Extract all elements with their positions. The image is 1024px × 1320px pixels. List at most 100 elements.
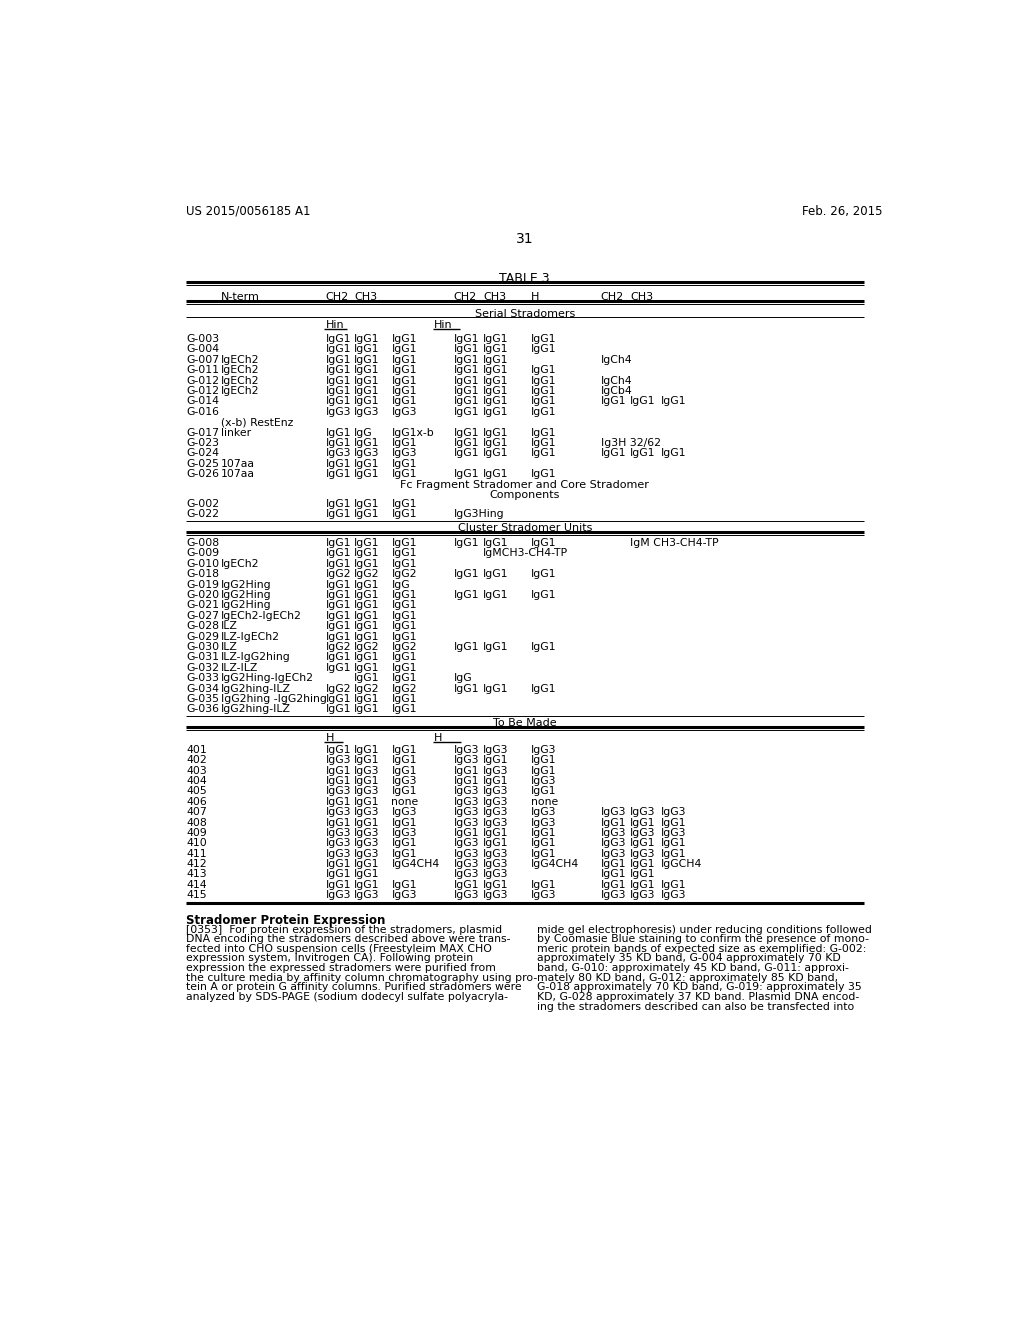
Text: IgG1: IgG1 (326, 776, 351, 785)
Text: IgG1: IgG1 (326, 744, 351, 755)
Text: IgG1: IgG1 (354, 385, 380, 396)
Text: IgG1: IgG1 (391, 787, 417, 796)
Text: IgG3: IgG3 (483, 807, 509, 817)
Text: IgG1: IgG1 (531, 334, 556, 345)
Text: 405: 405 (186, 787, 207, 796)
Text: by Coomasie Blue staining to confirm the presence of mono-: by Coomasie Blue staining to confirm the… (538, 935, 869, 944)
Text: IgG2Hing: IgG2Hing (221, 590, 271, 601)
Text: IgG3: IgG3 (662, 890, 687, 900)
Text: IgG1: IgG1 (391, 838, 417, 849)
Text: linker: linker (221, 428, 251, 437)
Text: none: none (531, 797, 558, 807)
Text: IgG2: IgG2 (354, 642, 380, 652)
Text: IgG1: IgG1 (391, 355, 417, 364)
Text: IgG3: IgG3 (326, 755, 351, 766)
Text: IgECh2: IgECh2 (221, 385, 259, 396)
Text: IgG1: IgG1 (601, 817, 627, 828)
Text: G-003: G-003 (186, 334, 219, 345)
Text: IgG3: IgG3 (483, 797, 509, 807)
Text: IgG1: IgG1 (531, 838, 556, 849)
Text: IgG1: IgG1 (354, 366, 380, 375)
Text: IgG2: IgG2 (326, 642, 351, 652)
Text: G-002: G-002 (186, 499, 219, 508)
Text: IgG1: IgG1 (483, 366, 509, 375)
Text: IgG3: IgG3 (483, 859, 509, 869)
Text: IgG1: IgG1 (326, 705, 351, 714)
Text: IgG1: IgG1 (354, 548, 380, 558)
Text: IgG1: IgG1 (391, 694, 417, 704)
Text: 410: 410 (186, 838, 207, 849)
Text: IgCb4: IgCb4 (601, 385, 633, 396)
Text: 107aa: 107aa (221, 469, 255, 479)
Text: CH3: CH3 (483, 292, 506, 301)
Text: G-027: G-027 (186, 611, 219, 620)
Text: IgG1: IgG1 (326, 355, 351, 364)
Text: IgG1: IgG1 (391, 880, 417, 890)
Text: G-007: G-007 (186, 355, 219, 364)
Text: IgMCH3-CH4-TP: IgMCH3-CH4-TP (483, 548, 568, 558)
Text: IgG3: IgG3 (601, 890, 627, 900)
Text: IgG1: IgG1 (391, 663, 417, 673)
Text: 406: 406 (186, 797, 207, 807)
Text: 401: 401 (186, 744, 207, 755)
Text: IgG1: IgG1 (391, 744, 417, 755)
Text: IgG1: IgG1 (326, 396, 351, 407)
Text: IgG1: IgG1 (391, 631, 417, 642)
Text: IgG1: IgG1 (454, 590, 479, 601)
Text: IgG1: IgG1 (326, 631, 351, 642)
Text: analyzed by SDS-PAGE (sodium dodecyl sulfate polyacryla-: analyzed by SDS-PAGE (sodium dodecyl sul… (186, 991, 508, 1002)
Text: Cluster Stradomer Units: Cluster Stradomer Units (458, 523, 592, 532)
Text: IgG1: IgG1 (354, 510, 380, 519)
Text: Hin: Hin (326, 321, 344, 330)
Text: IgG3: IgG3 (531, 890, 556, 900)
Text: IgG1: IgG1 (531, 766, 556, 776)
Text: IgG2Hing: IgG2Hing (221, 579, 271, 590)
Text: IgG1: IgG1 (630, 870, 655, 879)
Text: ing the stradomers described can also be transfected into: ing the stradomers described can also be… (538, 1002, 854, 1011)
Text: IgG3: IgG3 (454, 744, 479, 755)
Text: US 2015/0056185 A1: US 2015/0056185 A1 (186, 205, 310, 218)
Text: ILZ-IgECh2: ILZ-IgECh2 (221, 631, 280, 642)
Text: IgG3: IgG3 (354, 849, 380, 859)
Text: IgG3: IgG3 (354, 449, 380, 458)
Text: IgG1: IgG1 (454, 766, 479, 776)
Text: IgG1: IgG1 (354, 705, 380, 714)
Text: IgG1: IgG1 (354, 859, 380, 869)
Text: Stradomer Protein Expression: Stradomer Protein Expression (186, 913, 385, 927)
Text: IgECh2: IgECh2 (221, 558, 259, 569)
Text: CH3: CH3 (354, 292, 378, 301)
Text: IgG1: IgG1 (454, 376, 479, 385)
Text: IgG1: IgG1 (391, 334, 417, 345)
Text: G-022: G-022 (186, 510, 219, 519)
Text: IgG1: IgG1 (662, 838, 687, 849)
Text: mide gel electrophoresis) under reducing conditions followed: mide gel electrophoresis) under reducing… (538, 924, 872, 935)
Text: IgG1: IgG1 (326, 663, 351, 673)
Text: (x-b) RestEnz: (x-b) RestEnz (221, 417, 293, 428)
Text: IgG1: IgG1 (454, 828, 479, 838)
Text: G-024: G-024 (186, 449, 219, 458)
Text: IgG1: IgG1 (601, 880, 627, 890)
Text: IgG1: IgG1 (391, 376, 417, 385)
Text: Ig3H 32/62: Ig3H 32/62 (601, 438, 660, 447)
Text: IgG3: IgG3 (531, 817, 556, 828)
Text: IgG1: IgG1 (326, 601, 351, 610)
Text: G-021: G-021 (186, 601, 219, 610)
Text: IgG1: IgG1 (391, 601, 417, 610)
Text: IgG1: IgG1 (483, 345, 509, 354)
Text: IgG1: IgG1 (391, 438, 417, 447)
Text: IgG1: IgG1 (483, 684, 509, 693)
Text: IgG1: IgG1 (391, 558, 417, 569)
Text: IgG1: IgG1 (354, 459, 380, 469)
Text: IgG1: IgG1 (326, 428, 351, 437)
Text: IgCh4: IgCh4 (601, 376, 633, 385)
Text: IgG3: IgG3 (601, 828, 627, 838)
Text: IgG1: IgG1 (531, 376, 556, 385)
Text: IgG1: IgG1 (630, 817, 655, 828)
Text: IgG2: IgG2 (326, 684, 351, 693)
Text: Components: Components (489, 490, 560, 499)
Text: IgG1: IgG1 (326, 817, 351, 828)
Text: IgM CH3-CH4-TP: IgM CH3-CH4-TP (630, 539, 719, 548)
Text: expression the expressed stradomers were purified from: expression the expressed stradomers were… (186, 964, 496, 973)
Text: IgG1: IgG1 (391, 673, 417, 684)
Text: IgG3: IgG3 (601, 849, 627, 859)
